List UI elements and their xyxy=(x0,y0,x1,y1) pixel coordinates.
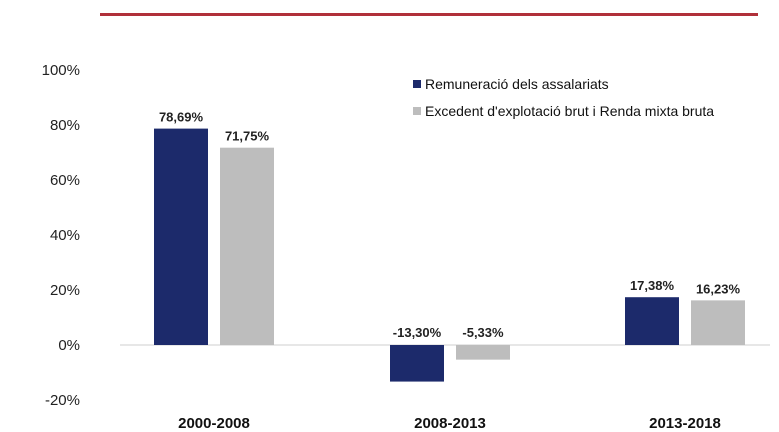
legend-label: Remuneració dels assalariats xyxy=(425,76,609,92)
data-labels: 78,69% 71,75% -13,30% -5,33% 17,38% 16,23% xyxy=(159,110,741,340)
y-tick-label: 20% xyxy=(50,282,80,299)
legend-swatch xyxy=(413,80,421,88)
y-tick-label: 80% xyxy=(50,117,80,134)
x-tick-label: 2013-2018 xyxy=(649,415,721,432)
y-tick-label: 0% xyxy=(58,337,80,354)
legend-swatch xyxy=(413,107,421,115)
data-label: 78,69% xyxy=(159,110,204,125)
legend: Remuneració dels assalariats Excedent d'e… xyxy=(413,76,714,119)
bar xyxy=(220,147,274,345)
y-tick-label: 100% xyxy=(42,62,80,79)
legend-label: Excedent d'explotació brut i Renda mixta… xyxy=(425,103,714,119)
bar xyxy=(691,300,745,345)
bars xyxy=(154,128,745,382)
x-tick-label: 2000-2008 xyxy=(178,415,250,432)
data-label: 71,75% xyxy=(225,129,270,144)
data-label: -5,33% xyxy=(462,325,504,340)
bar xyxy=(456,345,510,360)
y-axis: 100% 80% 60% 40% 20% 0% -20% xyxy=(42,62,80,409)
data-label: 16,23% xyxy=(696,281,741,296)
y-tick-label: 40% xyxy=(50,227,80,244)
top-accent-rule xyxy=(100,13,758,16)
x-tick-label: 2008-2013 xyxy=(414,415,486,432)
data-label: -13,30% xyxy=(393,325,442,340)
bar xyxy=(154,128,208,345)
x-axis: 2000-2008 2008-2013 2013-2018 xyxy=(178,415,721,432)
bar xyxy=(625,297,679,345)
y-tick-label: -20% xyxy=(45,392,80,409)
data-label: 17,38% xyxy=(630,278,675,293)
y-tick-label: 60% xyxy=(50,172,80,189)
bar xyxy=(390,345,444,382)
